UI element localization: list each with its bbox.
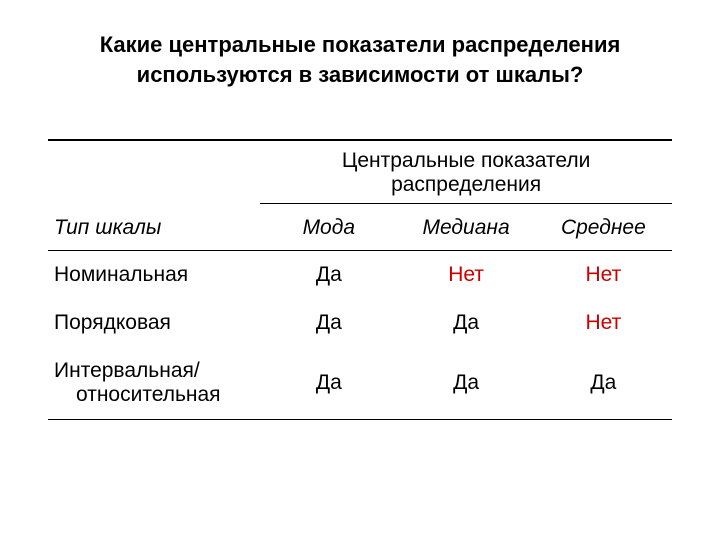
title-line-2: используются в зависимости от шкалы? — [137, 62, 584, 87]
header-mode: Мода — [260, 204, 397, 251]
cell-mode: Да — [260, 299, 397, 347]
cell-mode: Да — [260, 347, 397, 420]
title-line-1: Какие центральные показатели распределен… — [100, 32, 621, 57]
cell-type: Интервальная/ относительная — [48, 347, 260, 420]
cell-median: Да — [397, 299, 534, 347]
spanner-row: Центральные показатели распределения — [48, 140, 672, 204]
cell-mode: Да — [260, 251, 397, 300]
cell-mean: Да — [535, 347, 672, 420]
table-row: Интервальная/ относительная Да Да Да — [48, 347, 672, 420]
header-mean: Среднее — [535, 204, 672, 251]
cell-median: Нет — [397, 251, 534, 300]
cell-type-line1: Интервальная/ — [54, 359, 200, 382]
cell-mean: Нет — [535, 251, 672, 300]
spanner-label: Центральные показатели распределения — [260, 140, 672, 204]
header-row: Тип шкалы Мода Медиана Среднее — [48, 204, 672, 251]
cell-mean: Нет — [535, 299, 672, 347]
cell-median: Да — [397, 347, 534, 420]
cell-type: Номинальная — [48, 251, 260, 300]
spanner-blank — [48, 140, 260, 204]
table-container: Центральные показатели распределения Тип… — [48, 139, 672, 420]
header-type: Тип шкалы — [48, 204, 260, 251]
central-tendency-table: Центральные показатели распределения Тип… — [48, 139, 672, 420]
table-row: Номинальная Да Нет Нет — [48, 251, 672, 300]
cell-type: Порядковая — [48, 299, 260, 347]
table-row: Порядковая Да Да Нет — [48, 299, 672, 347]
slide-title: Какие центральные показатели распределен… — [48, 30, 672, 89]
cell-type-line2: относительная — [54, 383, 254, 407]
header-median: Медиана — [397, 204, 534, 251]
